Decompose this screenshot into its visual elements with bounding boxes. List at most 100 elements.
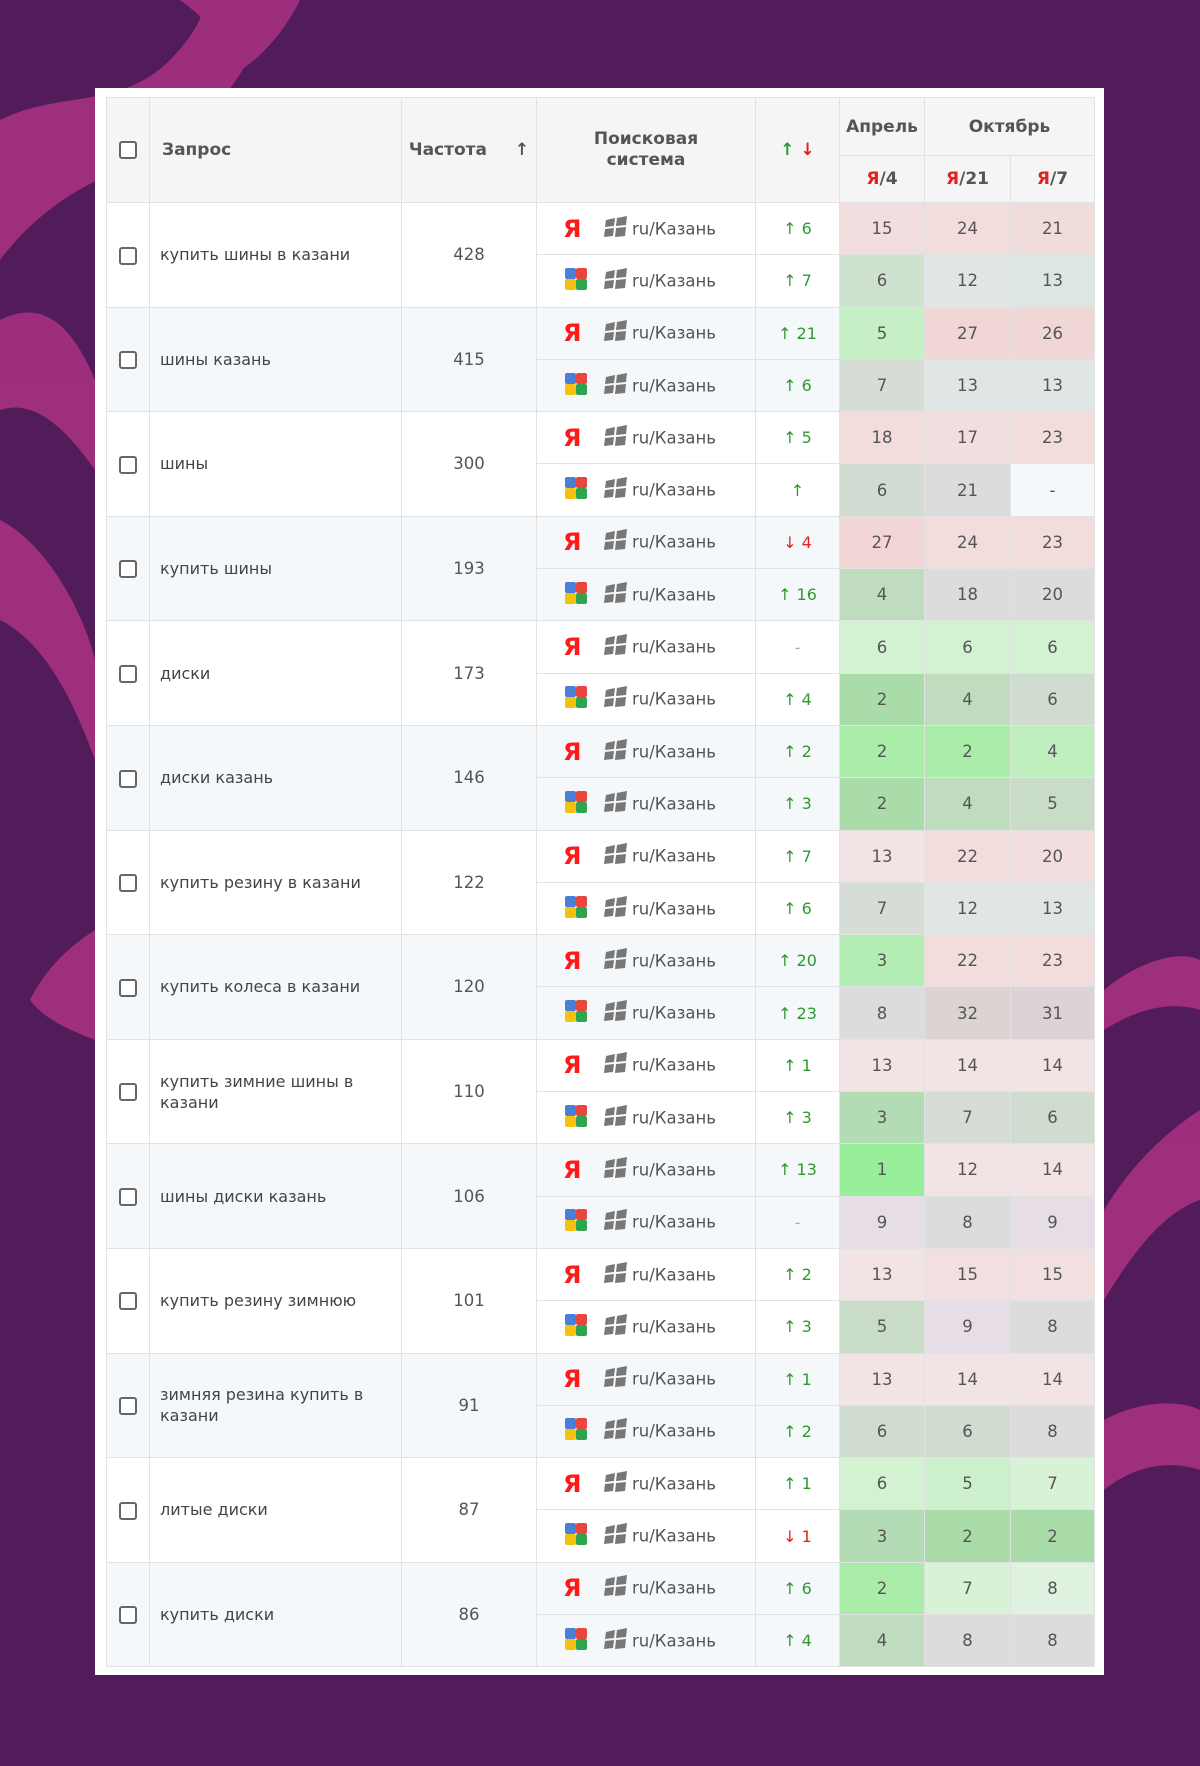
column-header-check-2[interactable]: Я/21 [924,155,1011,203]
windows-icon [603,267,629,294]
row-checkbox[interactable] [119,246,137,265]
position-cell: 6 [839,1457,925,1511]
region-label: ru/Казань [632,1526,717,1546]
windows-icon [603,686,629,712]
check-date: /4 [879,169,898,189]
windows-icon [603,634,629,660]
position-cell: 6 [839,1404,925,1459]
search-engine-cell: ru/Казань [536,1614,756,1668]
query-cell[interactable]: купить диски [149,1561,402,1668]
table-row: ru/Казань ↑ 7 6 12 13 [107,254,1095,308]
row-checkbox[interactable] [119,1083,137,1102]
row-checkbox[interactable] [119,455,137,474]
query-cell[interactable]: литые диски [149,1457,402,1563]
position-cell: 1 [839,1143,925,1197]
position-cell: 20 [1010,829,1095,883]
query-cell[interactable]: шины казань [149,306,402,413]
dynamics-cell: ↑ 2 [755,1404,840,1459]
row-checkbox[interactable] [119,664,137,683]
position-cell: 2 [839,672,925,726]
query-cell[interactable]: купить резину в казани [149,829,402,936]
query-cell[interactable]: диски [149,620,402,726]
dynamics-cell: - [755,1195,840,1249]
position-cell: 13 [1010,881,1095,936]
row-checkbox[interactable] [119,351,137,370]
position-cell: 7 [839,881,925,936]
row-checkbox[interactable] [119,874,137,893]
region-label: ru/Казань [632,1265,717,1285]
position-cell: 9 [1010,1195,1095,1249]
position-cell: 7 [924,1561,1011,1616]
row-checkbox[interactable] [119,1606,137,1625]
column-header-frequency[interactable]: Частота ↑ [401,97,537,203]
row-checkbox[interactable] [119,1397,137,1416]
row-checkbox[interactable] [119,1292,137,1311]
frequency-cell: 173 [401,620,537,726]
position-cell: 2 [924,724,1011,779]
position-cell: 6 [839,254,925,308]
position-cell: 15 [839,201,925,256]
row-select-cell [106,934,150,1040]
column-header-query[interactable]: Запрос [149,97,402,203]
region-label: ru/Казань [632,1055,717,1075]
windows-icon [603,372,629,399]
windows-icon [603,215,629,242]
windows-icon [603,1209,629,1235]
position-cell: 23 [1010,934,1095,988]
row-checkbox[interactable] [119,769,137,788]
position-cell: 5 [924,1457,1011,1511]
query-cell[interactable]: шины [149,411,402,517]
column-header-dynamics[interactable]: ↑ ↓ [755,97,840,203]
query-cell[interactable]: купить шины в казани [149,202,402,308]
windows-icon [603,529,629,555]
google-logo-icon [563,1521,593,1551]
rankings-panel: Запрос Частота ↑ Поисковая система ↑ ↓ А… [95,88,1104,1675]
dynamics-cell: ↓ 1 [755,1509,840,1563]
position-cell: 14 [924,1038,1011,1093]
region-label: ru/Казань [632,637,717,657]
row-checkbox[interactable] [119,560,137,579]
row-checkbox[interactable] [119,1501,137,1520]
dynamics-cell: ↑ 20 [755,934,840,988]
region-label: ru/Казань [632,1421,717,1441]
windows-icon [603,738,629,765]
select-all-checkbox[interactable] [119,141,137,159]
position-cell: 7 [1010,1457,1095,1511]
position-cell: 18 [924,568,1011,622]
google-logo-icon [563,1207,593,1237]
position-cell: 5 [1010,777,1095,831]
column-header-check-1[interactable]: Я/4 [839,155,925,203]
column-header-search-engine[interactable]: Поисковая система [536,97,756,203]
table-row: ru/Казань ↑ 6 7 12 13 [107,881,1095,936]
region-label: ru/Казань [632,532,717,552]
query-cell[interactable]: купить колеса в казани [149,934,402,1040]
query-cell[interactable]: диски казань [149,724,402,831]
column-header-check-3[interactable]: Я/7 [1010,155,1095,203]
row-checkbox[interactable] [119,978,137,997]
region-label: ru/Казань [632,1003,717,1023]
region-label: ru/Казань [632,376,717,396]
dynamics-cell: ↑ 7 [755,829,840,883]
windows-icon [603,947,629,974]
query-cell[interactable]: купить зимние шины в казани [149,1038,402,1145]
position-cell: 3 [839,1509,925,1563]
position-cell: 4 [839,568,925,622]
query-cell[interactable]: зимняя резина купить в казани [149,1352,402,1459]
query-cell[interactable]: шины диски казань [149,1143,402,1249]
query-cell[interactable]: купить резину зимнюю [149,1247,402,1354]
position-cell: 4 [924,777,1011,831]
position-cell: 13 [1010,254,1095,308]
row-checkbox[interactable] [119,1187,137,1206]
dynamics-cell: ↑ 4 [755,672,840,726]
frequency-cell: 101 [401,1247,537,1354]
yandex-logo-icon: Я [563,1051,582,1080]
windows-icon [603,1366,629,1392]
query-cell[interactable]: купить шины [149,515,402,622]
position-cell: 12 [924,881,1011,936]
table-row: ru/Казань ↑ 23 8 32 31 [107,986,1095,1040]
position-cell: 13 [839,1247,925,1302]
